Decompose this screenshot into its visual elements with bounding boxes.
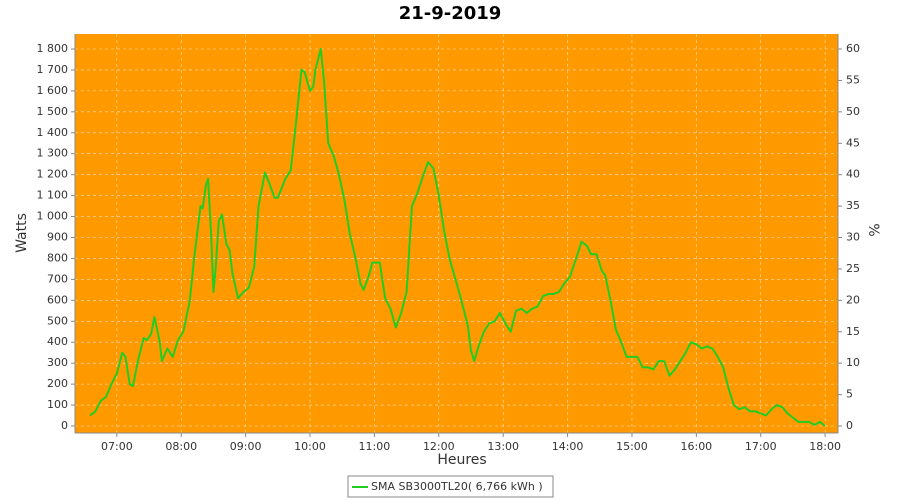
x-tick-label: 17:00: [745, 440, 777, 453]
y-tick-label: 1 700: [37, 63, 69, 76]
y-tick-label: 100: [47, 398, 68, 411]
y2-tick-label: 10: [846, 356, 860, 369]
series-line: [89, 48, 826, 427]
x-tick-label: 07:00: [101, 440, 133, 453]
y2-axis-label: %: [865, 223, 881, 236]
x-tick-label: 18:00: [809, 440, 841, 453]
y-tick-label: 200: [47, 377, 68, 390]
x-tick-label: 15:00: [616, 440, 648, 453]
x-tick-label: 13:00: [487, 440, 519, 453]
y2-tick-label: 5: [846, 388, 853, 401]
y2-tick-label: 0: [846, 419, 853, 432]
x-tick-label: 12:00: [423, 440, 455, 453]
x-tick-label: 10:00: [294, 440, 326, 453]
y-axis-label: Watts: [14, 213, 30, 253]
legend-label: SMA SB3000TL20( 6,766 kWh ): [371, 480, 543, 493]
x-tick-label: 09:00: [230, 440, 262, 453]
y-tick-label: 1 400: [37, 126, 69, 139]
plot-area: [75, 34, 838, 433]
y-tick-label: 1 800: [37, 42, 69, 55]
y-tick-label: 1 000: [37, 210, 69, 223]
y-tick-label: 900: [47, 231, 68, 244]
y-tick-label: 700: [47, 272, 68, 285]
x-tick-label: 08:00: [165, 440, 197, 453]
y2-tick-label: 60: [846, 42, 860, 55]
y2-tick-label: 30: [846, 231, 860, 244]
y-tick-label: 1 500: [37, 105, 69, 118]
x-axis-label: Heures: [437, 452, 486, 468]
y2-tick-label: 20: [846, 293, 860, 306]
y-tick-label: 1 100: [37, 189, 69, 202]
y-tick-label: 1 200: [37, 168, 69, 181]
y2-tick-label: 35: [846, 199, 860, 212]
y-tick-label: 800: [47, 251, 68, 264]
y2-tick-label: 50: [846, 105, 860, 118]
x-tick-label: 16:00: [680, 440, 712, 453]
y-tick-label: 600: [47, 293, 68, 306]
chart-title: 21-9-2019: [399, 3, 502, 24]
y2-tick-label: 25: [846, 262, 860, 275]
x-tick-label: 14:00: [552, 440, 584, 453]
y-tick-label: 1 300: [37, 147, 69, 160]
y-tick-label: 400: [47, 335, 68, 348]
y2-tick-label: 40: [846, 168, 860, 181]
y-tick-label: 300: [47, 356, 68, 369]
y-tick-label: 0: [61, 419, 68, 432]
y-tick-label: 1 600: [37, 84, 69, 97]
legend-box: [347, 475, 554, 498]
y2-tick-label: 15: [846, 325, 860, 338]
y-tick-label: 500: [47, 314, 68, 327]
x-tick-label: 11:00: [359, 440, 391, 453]
y2-tick-label: 45: [846, 136, 860, 149]
y2-tick-label: 55: [846, 73, 860, 86]
